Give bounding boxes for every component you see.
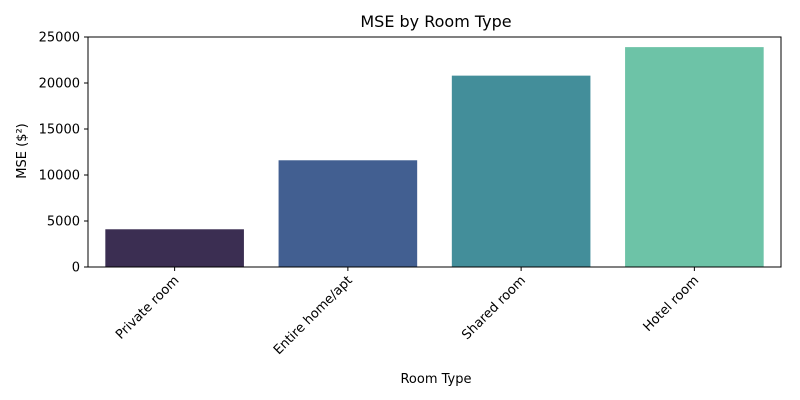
y-tick-label: 25000 <box>39 31 80 46</box>
bar-shared-room <box>451 75 591 267</box>
bar-hotel-room <box>625 47 764 268</box>
x-axis-title: Room Type <box>400 372 471 387</box>
x-tick-label: Hotel room <box>641 273 703 335</box>
y-tick-label: 10000 <box>39 169 80 184</box>
y-axis: 0 5000 10000 15000 20000 25000 <box>39 31 88 276</box>
bar-private-room <box>105 229 244 267</box>
y-tick-label: 20000 <box>39 77 80 92</box>
y-tick-label: 0 <box>72 261 80 276</box>
bar-entire-home-apt <box>278 160 418 267</box>
chart-title: MSE by Room Type <box>360 12 511 31</box>
x-axis: Private room Entire home/apt Shared room Ho… <box>113 267 702 358</box>
x-tick-label: Private room <box>113 273 182 342</box>
y-tick-label: 5000 <box>47 215 80 230</box>
plot-frame <box>87 36 782 268</box>
x-tick-label: Entire home/apt <box>271 273 356 358</box>
y-axis-title: MSE ($²) <box>15 123 30 178</box>
bars-layer <box>105 47 764 268</box>
y-tick-label: 15000 <box>39 123 80 138</box>
x-tick-label: Shared room <box>459 273 529 343</box>
